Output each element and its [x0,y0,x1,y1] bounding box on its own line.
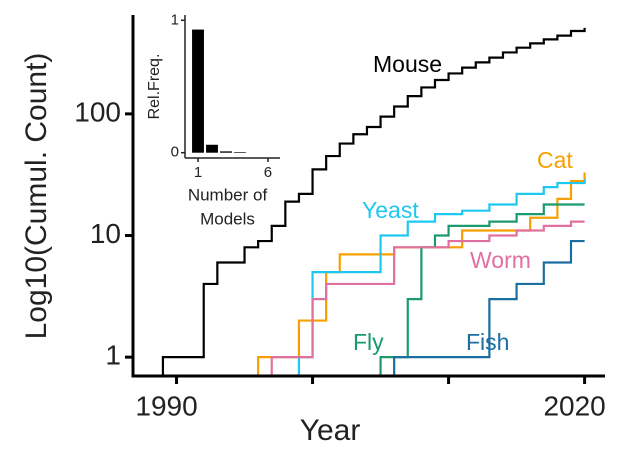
bar [192,29,204,153]
x-tick-label: 1990 [135,390,197,421]
series-label: Fish [466,329,509,355]
inset-x-label: Models [200,209,255,228]
series-label: Mouse [373,51,442,77]
series-label: Cat [537,147,573,173]
y-axis-label: Log10(Cumul. Count) [20,53,53,340]
y-tick-label: 100 [74,96,121,127]
inset-x-tick-label: 1 [194,164,202,181]
inset-x-label: Number of [188,185,268,204]
bar [206,144,218,153]
step-line [161,27,586,376]
bar [220,151,232,153]
series-label: Worm [470,247,531,273]
inset-y-tick-label: 0 [171,144,179,161]
inset-x-tick-label: 6 [264,164,272,181]
step-line [393,239,585,376]
inset-y-label: Rel.Freq. [146,54,163,120]
y-tick-label: 10 [90,218,121,249]
step-line [297,179,586,376]
y-tick-label: 1 [105,340,121,371]
step-line [270,220,585,376]
bar [234,152,246,153]
x-tick-label: 2020 [543,390,605,421]
x-axis-label: Year [300,414,361,447]
step-line [379,203,585,376]
inset-y-tick-label: 1 [171,11,179,28]
series-label: Fly [353,329,384,355]
series-label: Yeast [362,197,419,223]
